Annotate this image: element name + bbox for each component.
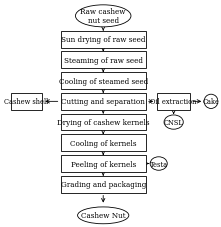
FancyBboxPatch shape — [61, 73, 146, 90]
Text: Drying of cashew kernels: Drying of cashew kernels — [57, 118, 149, 126]
FancyBboxPatch shape — [61, 52, 146, 69]
Text: Cake: Cake — [202, 98, 219, 106]
FancyBboxPatch shape — [61, 176, 146, 193]
Text: Cashew Nut: Cashew Nut — [81, 211, 126, 219]
Ellipse shape — [164, 116, 183, 130]
Text: CNSL: CNSL — [164, 118, 183, 126]
Text: Oil extraction: Oil extraction — [151, 98, 197, 106]
FancyBboxPatch shape — [11, 94, 42, 110]
Ellipse shape — [204, 95, 218, 109]
Text: Grading and packaging: Grading and packaging — [61, 180, 146, 188]
FancyBboxPatch shape — [61, 94, 146, 110]
FancyBboxPatch shape — [61, 135, 146, 152]
Ellipse shape — [75, 6, 131, 28]
Text: Cooling of kernels: Cooling of kernels — [70, 139, 136, 147]
FancyBboxPatch shape — [61, 155, 146, 172]
Text: Cooling of steamed seed: Cooling of steamed seed — [59, 77, 148, 85]
Text: Steaming of raw seed: Steaming of raw seed — [64, 57, 143, 65]
FancyBboxPatch shape — [61, 114, 146, 131]
Text: Testa: Testa — [150, 160, 168, 168]
Text: Cutting and separation: Cutting and separation — [61, 98, 145, 106]
FancyBboxPatch shape — [61, 32, 146, 48]
Ellipse shape — [78, 207, 129, 224]
FancyBboxPatch shape — [157, 94, 190, 110]
Text: Sun drying of raw seed: Sun drying of raw seed — [61, 36, 145, 44]
Text: Raw cashew
nut seed: Raw cashew nut seed — [80, 8, 126, 25]
Ellipse shape — [150, 157, 167, 170]
Text: Peeling of kernels: Peeling of kernels — [70, 160, 136, 168]
Text: Cashew shell: Cashew shell — [4, 98, 48, 106]
